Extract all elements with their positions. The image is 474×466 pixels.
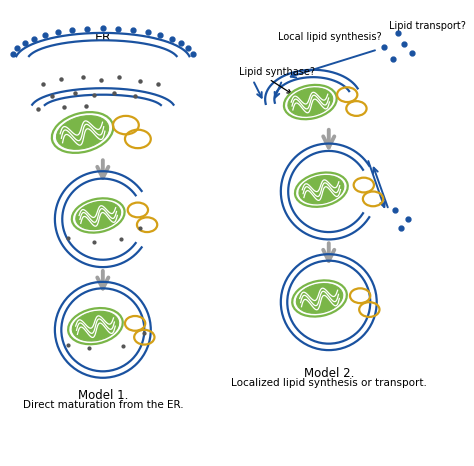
Text: Lipid synthase?: Lipid synthase? <box>239 67 315 76</box>
Ellipse shape <box>299 176 344 204</box>
Text: Model 2.: Model 2. <box>303 367 354 380</box>
Text: Local lipid synthesis?: Local lipid synthesis? <box>278 33 382 42</box>
Text: Direct maturation from the ER.: Direct maturation from the ER. <box>23 400 183 410</box>
Ellipse shape <box>56 116 109 149</box>
Text: ER: ER <box>94 31 111 44</box>
Text: Localized lipid synthesis or transport.: Localized lipid synthesis or transport. <box>231 378 427 388</box>
Ellipse shape <box>76 201 120 230</box>
Ellipse shape <box>296 284 343 313</box>
Text: Model 1.: Model 1. <box>78 389 128 402</box>
Ellipse shape <box>72 311 118 341</box>
Ellipse shape <box>288 88 333 116</box>
Text: Lipid transport?: Lipid transport? <box>389 21 465 30</box>
